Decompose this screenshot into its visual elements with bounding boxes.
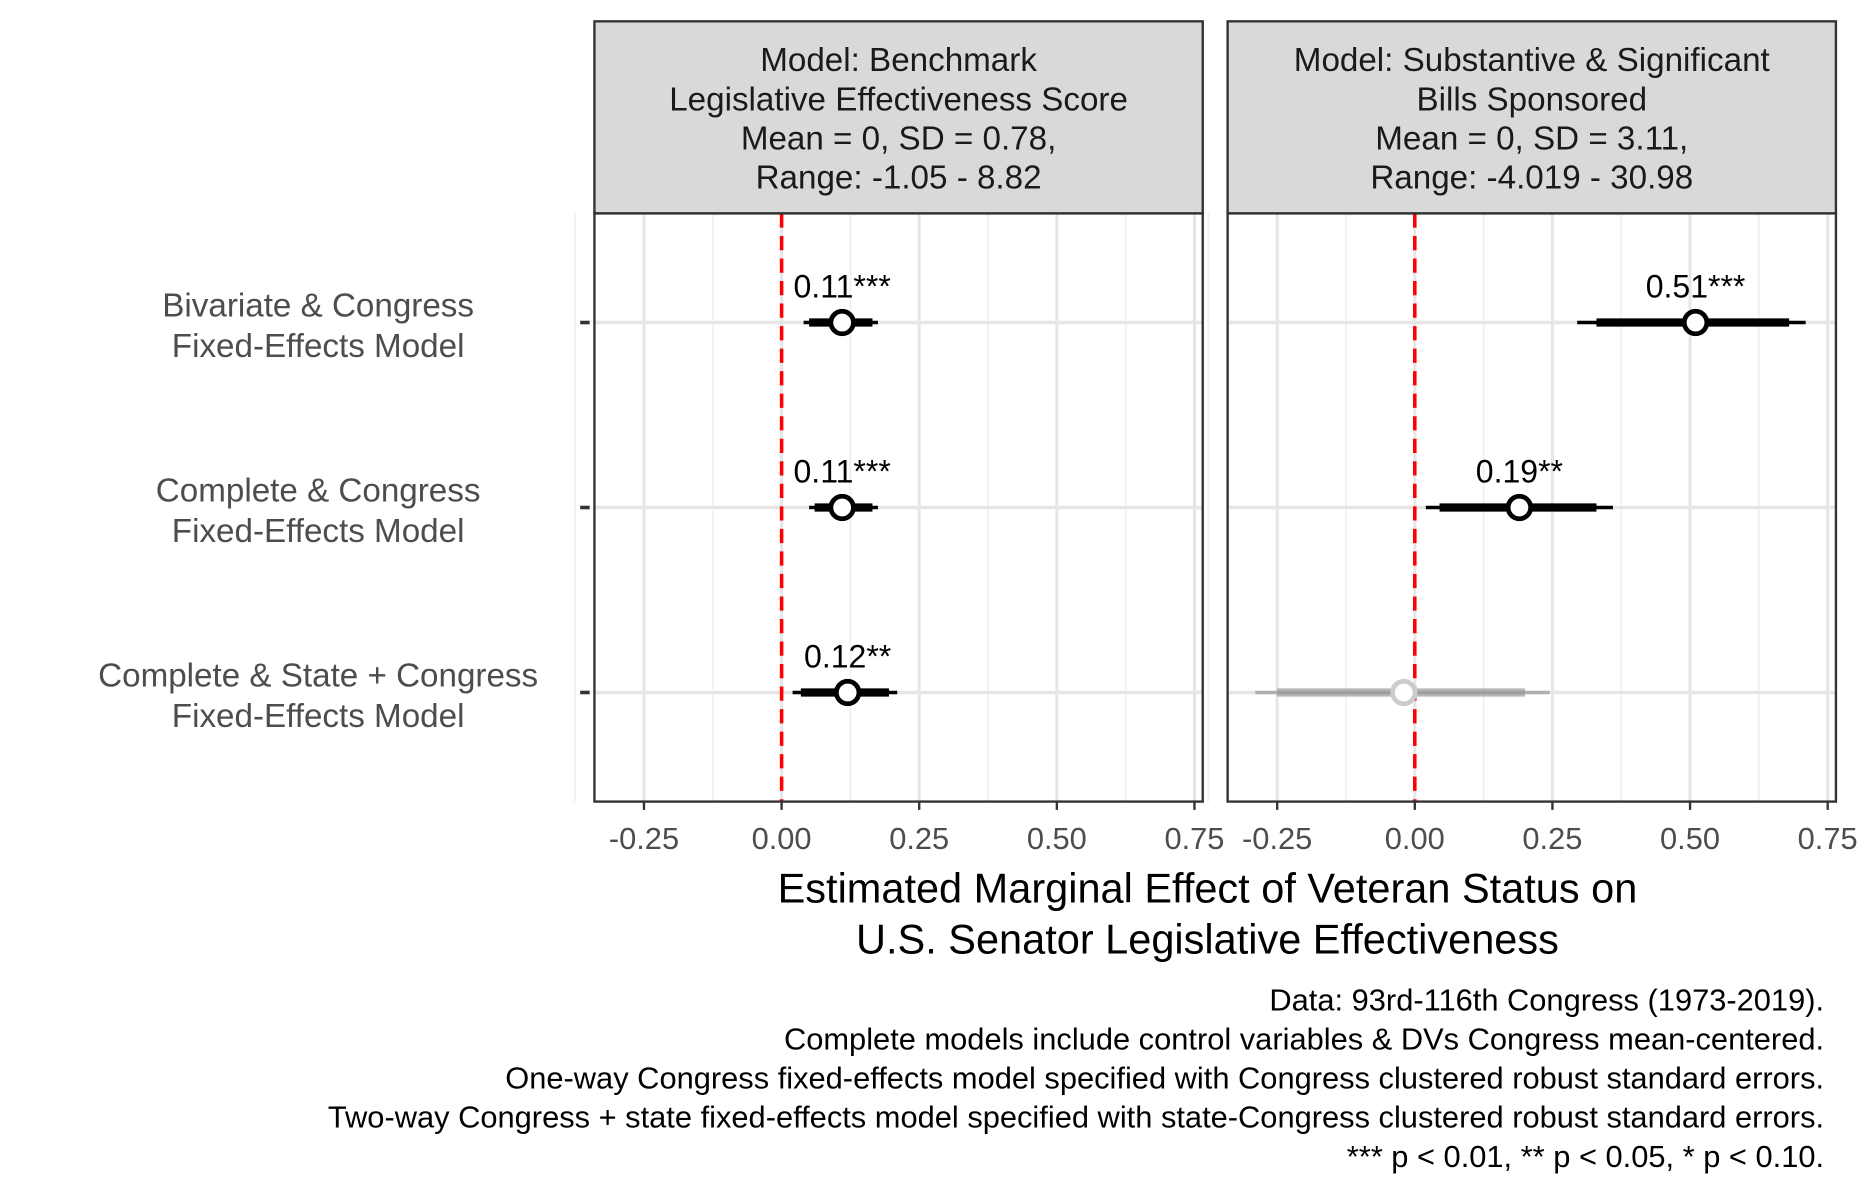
caption-line: One-way Congress fixed-effects model spe… [505, 1061, 1824, 1096]
x-tick-label: 0.50 [1660, 821, 1720, 856]
x-tick-label: 0.00 [1385, 821, 1445, 856]
strip-background [1226, 20, 1838, 215]
strip-label-line: Bills Sponsored [1416, 81, 1647, 118]
x-axis-title: Estimated Marginal Effect of Veteran Sta… [778, 864, 1638, 911]
y-tick-label: Fixed-Effects Model [172, 513, 465, 550]
estimate-label: 0.11*** [794, 269, 891, 305]
x-axis-title: U.S. Senator Legislative Effectiveness [856, 915, 1559, 962]
panel-border [593, 212, 1204, 803]
x-tick-label: -0.25 [609, 821, 679, 856]
y-tick-label: Bivariate & Congress [162, 288, 474, 325]
x-tick-label: -0.25 [1242, 821, 1312, 856]
point-estimate [834, 678, 862, 707]
x-tick-label: 0.25 [889, 821, 949, 856]
caption-line: Complete models include control variable… [784, 1021, 1824, 1056]
estimate-label: 0.12** [804, 639, 891, 675]
strip-label-line: Range: -4.019 - 30.98 [1370, 160, 1693, 197]
strip-label-line: Legislative Effectiveness Score [669, 81, 1128, 118]
estimate-label: 0.19** [1476, 454, 1563, 490]
strip-label-line: Mean = 0, SD = 0.78, [741, 120, 1056, 157]
x-tick-label: 0.25 [1522, 821, 1582, 856]
strip-label-line: Model: Benchmark [760, 42, 1037, 79]
strip-background [593, 20, 1204, 215]
point-estimate [828, 308, 856, 337]
caption-line: Data: 93rd-116th Congress (1973-2019). [1269, 982, 1824, 1017]
x-tick-label: 0.50 [1027, 821, 1087, 856]
x-tick-label: 0.00 [752, 821, 812, 856]
estimate-label: 0.51*** [1646, 269, 1746, 305]
strip-label-line: Model: Substantive & Significant [1294, 42, 1770, 79]
estimate-label: 0.11*** [794, 454, 891, 490]
point-estimate [1505, 493, 1534, 522]
strip-label-line: Range: -1.05 - 8.82 [756, 160, 1042, 197]
caption-line: Two-way Congress + state fixed-effects m… [328, 1100, 1824, 1135]
y-tick-label: Complete & Congress [156, 473, 481, 510]
point-estimate [1681, 308, 1710, 337]
point-estimate [828, 493, 856, 522]
strip-label-line: Mean = 0, SD = 3.11, [1375, 120, 1688, 157]
y-tick-label: Fixed-Effects Model [172, 698, 465, 735]
x-tick-label: 0.75 [1164, 821, 1224, 856]
y-tick-label: Complete & State + Congress [98, 658, 538, 695]
panel-border [1226, 212, 1838, 803]
x-tick-label: 0.75 [1798, 821, 1858, 856]
y-tick-label: Fixed-Effects Model [172, 328, 465, 365]
point-estimate [1390, 678, 1418, 707]
caption-line: *** p < 0.01, ** p < 0.05, * p < 0.10. [1347, 1139, 1824, 1174]
